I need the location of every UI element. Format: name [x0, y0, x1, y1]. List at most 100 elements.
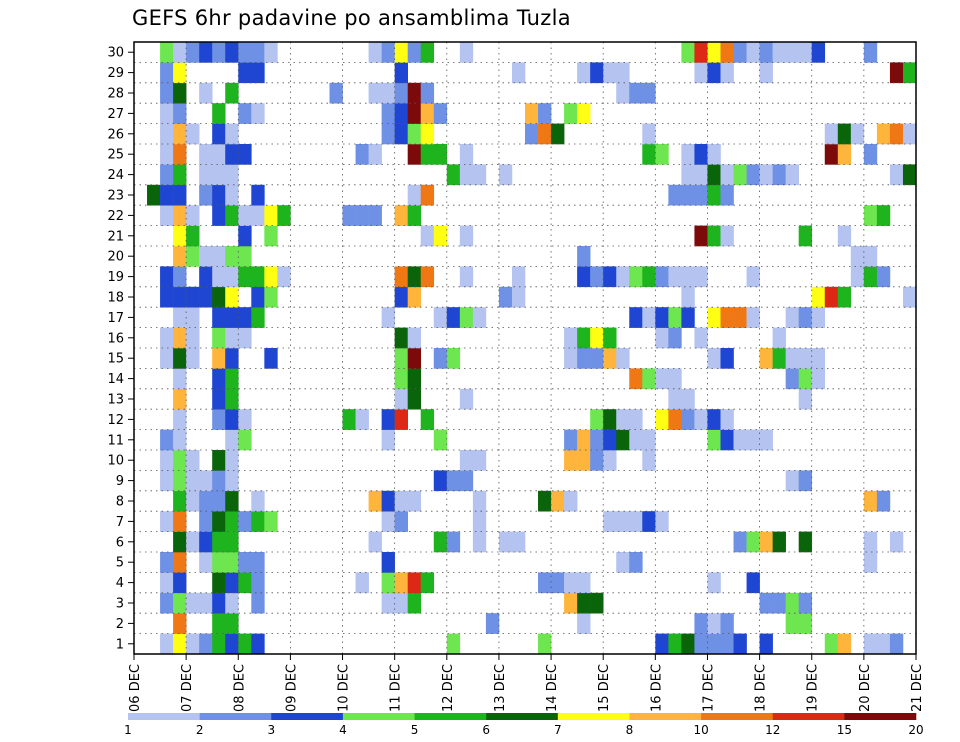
heatmap-cell	[472, 307, 487, 328]
heatmap-cell	[759, 62, 773, 84]
heatmap-cell	[368, 82, 382, 104]
heatmap-cell	[186, 450, 200, 471]
heatmap-cell	[577, 266, 591, 288]
heatmap-cell	[212, 103, 226, 124]
heatmap-cell	[668, 388, 682, 410]
heatmap-cell	[173, 531, 187, 553]
heatmap-cell	[472, 490, 487, 512]
heatmap-cell	[407, 42, 422, 63]
heatmap-cell	[238, 266, 252, 288]
heatmap-cell	[264, 205, 278, 226]
heatmap-cell	[863, 633, 878, 655]
heatmap-cell	[616, 429, 630, 451]
heatmap-cell	[212, 348, 226, 369]
heatmap-cell	[160, 348, 174, 369]
heatmap-cell	[420, 42, 435, 63]
heatmap-cell	[472, 511, 487, 532]
y-tick-label: 12	[107, 413, 124, 428]
heatmap-cell	[863, 490, 878, 512]
heatmap-cell	[694, 164, 708, 186]
heatmap-cell	[186, 470, 200, 492]
heatmap-cell	[173, 388, 187, 410]
heatmap-cell	[772, 531, 786, 553]
heatmap-cell	[616, 62, 630, 84]
heatmap-cell	[824, 144, 839, 165]
heatmap-cell	[538, 633, 552, 655]
heatmap-cell	[798, 42, 813, 63]
heatmap-cell	[160, 205, 174, 226]
heatmap-cell	[355, 205, 369, 226]
heatmap-cell	[720, 429, 734, 451]
heatmap-cell	[394, 82, 408, 104]
heatmap-cell	[186, 592, 200, 614]
heatmap-cell	[420, 266, 435, 288]
heatmap-cell	[368, 42, 382, 63]
heatmap-cell	[381, 592, 395, 614]
heatmap-cell	[446, 531, 461, 553]
heatmap-cell	[785, 368, 799, 390]
y-tick-label: 6	[116, 535, 124, 550]
colorbar-segment	[486, 713, 559, 720]
heatmap-cell	[824, 123, 839, 145]
heatmap-cell	[694, 184, 708, 206]
heatmap-cell	[381, 572, 395, 594]
heatmap-cell	[407, 348, 422, 369]
colorbar: 1 2 3 4 5 6 7 8 10 12 15 20	[124, 713, 924, 737]
heatmap-cell	[394, 327, 408, 349]
heatmap-cell	[186, 205, 200, 226]
heatmap-cell	[420, 184, 435, 206]
y-axis-ticks: 1234567891011121314151617181920212223242…	[107, 46, 134, 652]
heatmap-cell	[642, 266, 656, 288]
heatmap-cell	[225, 348, 239, 369]
y-tick-label: 2	[116, 617, 124, 632]
heatmap-cell	[459, 388, 474, 410]
heatmap-cell	[394, 286, 408, 308]
colorbar-label: 4	[339, 723, 347, 737]
heatmap-cell	[642, 511, 656, 532]
heatmap-cell	[577, 613, 591, 634]
y-tick-label: 21	[107, 229, 124, 244]
heatmap-cell	[837, 633, 852, 655]
x-tick-label: 10 DEC	[337, 664, 352, 712]
heatmap-cell	[173, 144, 187, 165]
heatmap-cell	[433, 348, 448, 369]
heatmap-cell	[212, 450, 226, 471]
heatmap-cell	[785, 164, 799, 186]
heatmap-cell	[225, 307, 239, 328]
x-tick-label: 15 DEC	[597, 664, 612, 712]
heatmap-cell	[759, 164, 773, 186]
heatmap-cell	[160, 511, 174, 532]
heatmap-cell	[433, 144, 448, 165]
heatmap-cell	[173, 42, 187, 63]
heatmap-cell	[850, 266, 865, 288]
heatmap-cell	[707, 184, 721, 206]
heatmap-cell	[694, 613, 708, 634]
heatmap-cell	[238, 429, 252, 451]
heatmap-cell	[225, 470, 239, 492]
heatmap-cell	[225, 205, 239, 226]
heatmap-cell	[212, 246, 226, 267]
heatmap-cell	[368, 490, 382, 512]
heatmap-cell	[707, 164, 721, 186]
heatmap-cell	[212, 633, 226, 655]
heatmap-cell	[707, 572, 721, 594]
heatmap-cell	[694, 409, 708, 430]
heatmap-cell	[603, 409, 617, 430]
colorbar-label: 5	[411, 723, 419, 737]
heatmap-cell	[720, 225, 734, 247]
heatmap-cell	[381, 307, 395, 328]
heatmap-cell	[173, 490, 187, 512]
heatmap-cell	[577, 592, 591, 614]
heatmap-cell	[173, 266, 187, 288]
heatmap-cell	[707, 62, 721, 84]
heatmap-cell	[863, 531, 878, 553]
heatmap-cell	[212, 205, 226, 226]
heatmap-cell	[173, 205, 187, 226]
heatmap-cell	[681, 409, 695, 430]
y-tick-label: 24	[107, 168, 124, 183]
heatmap-cell	[407, 327, 422, 349]
heatmap-cell	[785, 613, 799, 634]
y-tick-label: 1	[116, 637, 124, 652]
heatmap-cell	[160, 103, 174, 124]
heatmap-cell	[160, 144, 174, 165]
